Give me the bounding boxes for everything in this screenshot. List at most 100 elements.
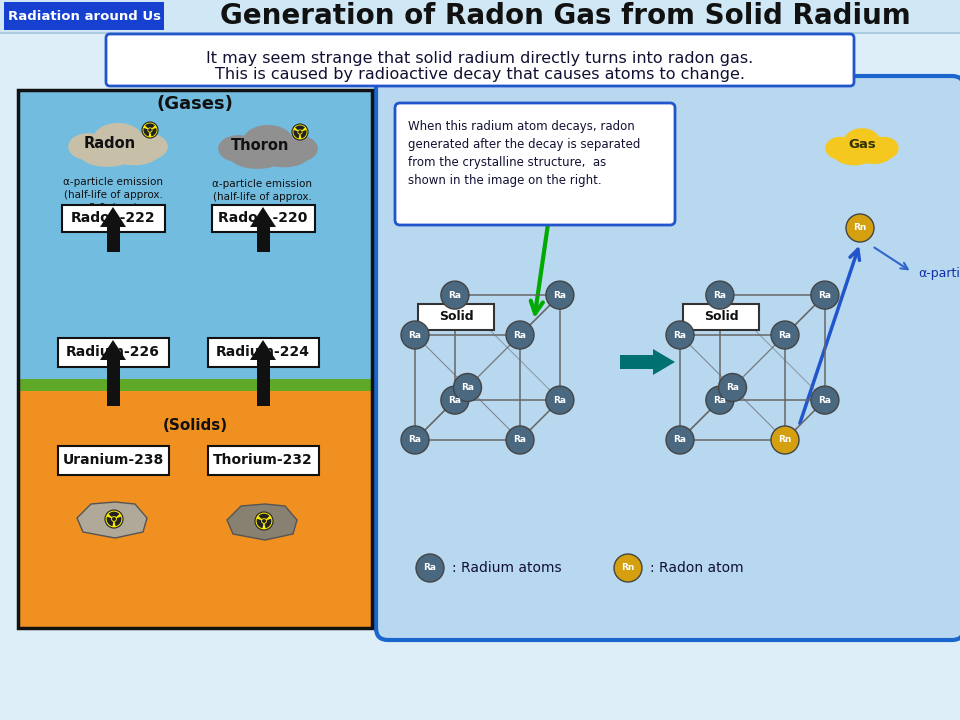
Circle shape [706, 281, 733, 309]
Polygon shape [107, 517, 113, 526]
Circle shape [105, 510, 123, 528]
Ellipse shape [834, 144, 875, 166]
FancyBboxPatch shape [61, 204, 164, 232]
Circle shape [292, 124, 308, 140]
Polygon shape [114, 517, 121, 526]
Text: Ra: Ra [461, 383, 474, 392]
Polygon shape [77, 502, 147, 538]
Text: Ra: Ra [674, 436, 686, 444]
FancyBboxPatch shape [18, 391, 372, 628]
Ellipse shape [80, 142, 135, 167]
FancyBboxPatch shape [211, 204, 315, 232]
Text: Ra: Ra [553, 395, 566, 405]
Text: Rn: Rn [621, 564, 635, 572]
Circle shape [142, 122, 158, 138]
Text: Ra: Ra [818, 395, 831, 405]
Text: Radon -220: Radon -220 [218, 211, 308, 225]
Ellipse shape [277, 135, 318, 162]
Ellipse shape [869, 137, 899, 160]
Text: When this radium atom decays, radon: When this radium atom decays, radon [408, 120, 635, 133]
Text: Ra: Ra [514, 330, 526, 340]
Ellipse shape [243, 125, 294, 158]
FancyBboxPatch shape [683, 304, 759, 330]
Text: Ra: Ra [713, 395, 727, 405]
Text: Gas: Gas [848, 138, 876, 151]
Circle shape [401, 426, 429, 454]
Ellipse shape [855, 144, 893, 164]
Text: It may seem strange that solid radium directly turns into radon gas.: It may seem strange that solid radium di… [206, 50, 754, 66]
Text: Ra: Ra [713, 291, 727, 300]
Polygon shape [143, 128, 150, 136]
Polygon shape [108, 512, 119, 517]
Text: (Solids): (Solids) [162, 418, 228, 433]
Text: Ra: Ra [779, 330, 791, 340]
Circle shape [718, 374, 747, 402]
Text: from the crystalline structure,  as: from the crystalline structure, as [408, 156, 607, 169]
Polygon shape [258, 513, 270, 519]
Text: Ra: Ra [726, 383, 739, 392]
Text: Ra: Ra [448, 395, 462, 405]
Polygon shape [256, 518, 263, 528]
Circle shape [666, 321, 694, 349]
FancyBboxPatch shape [207, 446, 319, 474]
Circle shape [148, 128, 152, 132]
Polygon shape [653, 349, 675, 375]
FancyBboxPatch shape [395, 103, 675, 225]
Text: Solid: Solid [439, 310, 473, 323]
Text: Radium-226: Radium-226 [66, 345, 160, 359]
Circle shape [811, 281, 839, 309]
Polygon shape [107, 227, 119, 252]
Polygon shape [100, 207, 126, 227]
FancyBboxPatch shape [18, 379, 372, 391]
Polygon shape [100, 340, 126, 360]
Text: α-particles: α-particles [918, 268, 960, 281]
Polygon shape [294, 130, 300, 138]
Circle shape [811, 386, 839, 414]
Text: Radium-224: Radium-224 [216, 345, 310, 359]
Text: Ra: Ra [409, 436, 421, 444]
Polygon shape [620, 355, 653, 369]
Text: Solid: Solid [704, 310, 738, 323]
Text: Ra: Ra [448, 291, 462, 300]
Text: Rn: Rn [779, 436, 792, 444]
Ellipse shape [229, 144, 285, 169]
Polygon shape [300, 130, 306, 138]
Text: Ra: Ra [674, 330, 686, 340]
Circle shape [706, 386, 733, 414]
Ellipse shape [128, 133, 168, 160]
Text: Radon-222: Radon-222 [71, 211, 156, 225]
Circle shape [546, 281, 574, 309]
Circle shape [453, 374, 482, 402]
Text: Ra: Ra [818, 291, 831, 300]
Circle shape [441, 386, 468, 414]
FancyBboxPatch shape [58, 338, 169, 366]
Circle shape [846, 214, 874, 242]
FancyBboxPatch shape [106, 34, 854, 86]
FancyBboxPatch shape [58, 446, 169, 474]
Text: Ra: Ra [423, 564, 437, 572]
FancyBboxPatch shape [207, 338, 319, 366]
Polygon shape [256, 360, 270, 406]
Text: Radiation around Us: Radiation around Us [8, 9, 160, 22]
Polygon shape [250, 340, 276, 360]
Circle shape [546, 386, 574, 414]
Text: Radon: Radon [84, 137, 136, 151]
Ellipse shape [258, 143, 309, 167]
Ellipse shape [108, 141, 159, 166]
Circle shape [262, 519, 266, 523]
Circle shape [416, 554, 444, 582]
Text: Uranium-238: Uranium-238 [62, 453, 163, 467]
Polygon shape [151, 128, 156, 136]
FancyBboxPatch shape [418, 304, 494, 330]
Text: Thorium-232: Thorium-232 [213, 453, 313, 467]
Circle shape [506, 426, 534, 454]
Circle shape [112, 517, 116, 521]
Text: shown in the image on the right.: shown in the image on the right. [408, 174, 602, 187]
Ellipse shape [68, 133, 108, 160]
Circle shape [299, 130, 301, 134]
Circle shape [401, 321, 429, 349]
Polygon shape [265, 518, 272, 528]
Text: α-particle emission
(half-life of approx.
3.8 days): α-particle emission (half-life of approx… [63, 177, 163, 213]
Circle shape [771, 426, 799, 454]
FancyBboxPatch shape [0, 0, 960, 32]
